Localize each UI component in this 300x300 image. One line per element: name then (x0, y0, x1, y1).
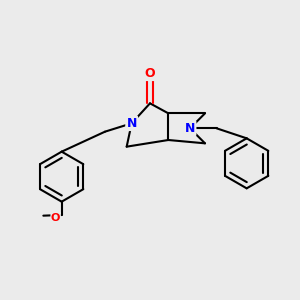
Text: O: O (51, 213, 60, 223)
Text: O: O (145, 67, 155, 80)
Text: N: N (127, 117, 137, 130)
Text: N: N (185, 122, 195, 135)
